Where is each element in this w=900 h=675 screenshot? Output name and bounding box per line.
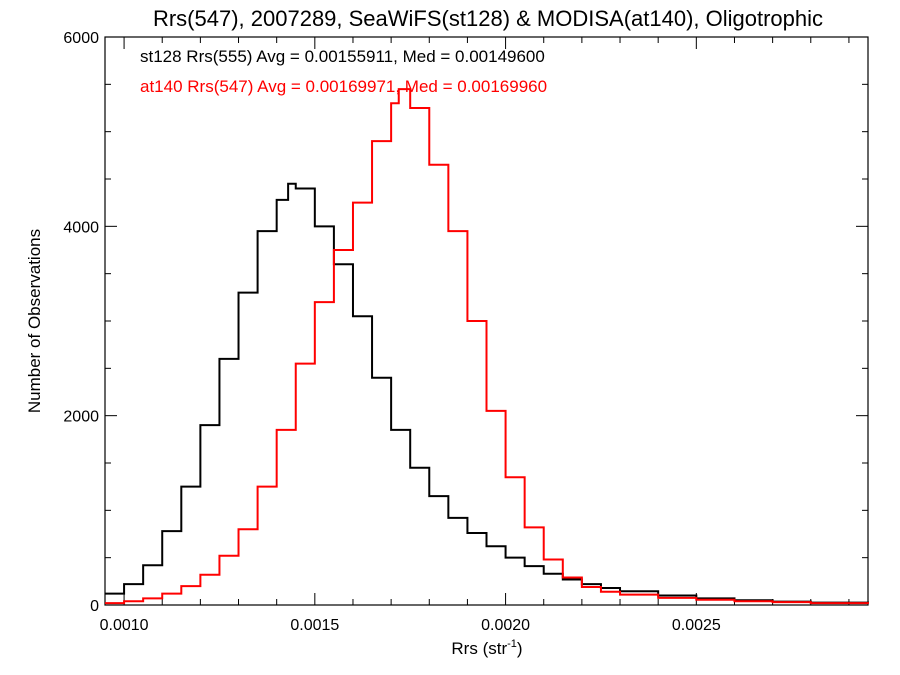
x-tick-label: 0.0015 [290, 617, 339, 634]
y-axis-label: Number of Observations [25, 229, 44, 413]
chart-title: Rrs(547), 2007289, SeaWiFS(st128) & MODI… [153, 6, 823, 31]
x-axis-label-close: ) [517, 639, 523, 658]
x-tick-label: 0.0010 [100, 617, 149, 634]
x-tick-label: 0.0020 [481, 617, 530, 634]
y-tick-label: 2000 [63, 409, 99, 426]
legend-entry-at140: at140 Rrs(547) Avg = 0.00169971, Med = 0… [140, 77, 547, 96]
x-tick-label: 0.0025 [672, 617, 721, 634]
y-tick-label: 0 [90, 598, 99, 615]
series-line-at140 [105, 88, 869, 605]
series-group [105, 88, 869, 605]
legend-entry-st128: st128 Rrs(555) Avg = 0.00155911, Med = 0… [140, 47, 545, 66]
series-line-st128 [105, 182, 869, 604]
axis-tick-labels: 0.0010 0.0015 0.0020 0.0025 0 2000 4000 6000 [63, 30, 720, 634]
x-axis-label-main: Rrs (str [451, 639, 507, 658]
x-axis-label: Rrs (str-1) [451, 638, 522, 658]
x-axis-label-sup: -1 [507, 638, 517, 650]
y-tick-label: 4000 [63, 219, 99, 236]
y-tick-label: 6000 [63, 30, 99, 47]
